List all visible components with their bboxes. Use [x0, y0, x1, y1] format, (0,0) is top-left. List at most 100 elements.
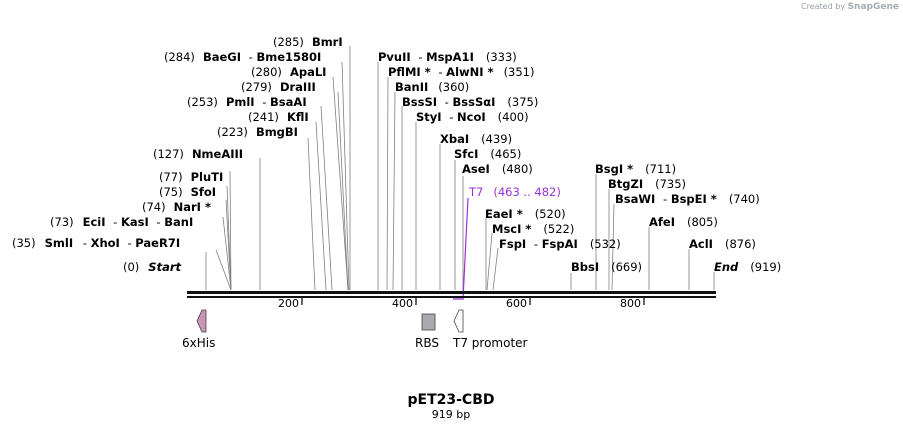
enzyme-label: SmlI: [45, 236, 74, 250]
enzyme-label: EciI: [83, 215, 106, 229]
enzyme-label: Bme1580I: [256, 50, 321, 64]
site-position: (351): [504, 65, 535, 79]
enzyme-label: NarI *: [174, 200, 211, 214]
enzyme-label: StyI: [416, 110, 442, 124]
svg-text:PflMI * - AlwNI *(351): PflMI * - AlwNI * (351): [388, 65, 535, 79]
enzyme-label: FspI: [499, 237, 526, 251]
site-position: (75): [159, 185, 183, 199]
primer-name: T7: [468, 185, 483, 199]
site-position: (77): [159, 170, 183, 184]
ruler-label: 200: [278, 297, 299, 310]
site-position: (280): [251, 65, 282, 79]
enzyme-label: KasI: [121, 215, 149, 229]
svg-text:(127)NmeAIII: (127) NmeAIII: [153, 147, 243, 161]
site-position: (400): [498, 110, 529, 124]
enzyme-label: DraIII: [280, 80, 316, 94]
enzyme-label: BspEI *: [671, 192, 717, 206]
enzyme-label: BtgZI: [608, 177, 643, 191]
site-position: (333): [486, 50, 517, 64]
svg-text:XbaI(439): XbaI (439): [440, 132, 512, 146]
site-position: (740): [729, 192, 760, 206]
site-position: (127): [153, 147, 184, 161]
site-position: (73): [50, 215, 74, 229]
enzyme-label: MscI *: [492, 222, 531, 236]
svg-text:AseI(480): AseI (480): [462, 162, 533, 176]
feature-label: 6xHis: [182, 336, 215, 350]
site-position: (439): [481, 132, 512, 146]
feature-rbs-box: [421, 313, 436, 331]
enzyme-label: AfeI: [649, 215, 675, 229]
start-label: Start: [148, 260, 181, 274]
svg-text:FspI - FspAI(532): FspI - FspAI (532): [499, 237, 621, 251]
enzyme-label: PflMI *: [388, 65, 431, 79]
ruler-label: 600: [506, 297, 527, 310]
site-position: (241): [248, 110, 279, 124]
site-connectors: [205, 46, 715, 291]
svg-text:(285)BmrI: (285) BmrI: [273, 35, 343, 49]
svg-text:StyI - NcoI(400): StyI - NcoI (400): [416, 110, 529, 124]
enzyme-label: BsgI *: [595, 162, 633, 176]
site-position: (532): [590, 237, 621, 251]
enzyme-label: PmlI: [226, 95, 255, 109]
primer-range: (463 .. 482): [493, 185, 561, 199]
site-position: (711): [645, 162, 676, 176]
enzyme-label: AlwNI *: [446, 65, 493, 79]
site-position: (669): [611, 260, 642, 274]
svg-text:(223)BmgBI: (223) BmgBI: [217, 125, 298, 139]
site-position: (876): [725, 237, 756, 251]
svg-text:MscI *(522): MscI * (522): [492, 222, 574, 236]
enzyme-label: BmrI: [312, 35, 343, 49]
svg-text:(253)PmlI - BsaAI: (253) PmlI - BsaAI: [187, 95, 307, 109]
primer-t7: T7 (463 .. 482): [453, 185, 561, 300]
svg-text:PvuII - MspA1I(333): PvuII - MspA1I (333): [378, 50, 517, 64]
site-position: (285): [273, 35, 304, 49]
enzyme-label: BanII: [395, 80, 428, 94]
plasmid-title: pET23-CBD: [408, 392, 495, 408]
end-label: End: [714, 260, 739, 274]
ruler-ticks: [301, 298, 645, 305]
restriction-sites: (0) Start (35) SmlI - XhoI - PaeR7I (73) Ec…: [12, 35, 781, 274]
svg-text:End(919): End (919): [714, 260, 781, 274]
enzyme-label: ApaLI: [290, 65, 327, 79]
svg-text:T7(463 .. 482): T7 (463 .. 482): [468, 185, 561, 199]
svg-text:(280)ApaLI: (280) ApaLI: [251, 65, 326, 79]
enzyme-label: MspA1I: [426, 50, 474, 64]
site-position: (360): [438, 80, 469, 94]
snapgene-logo: SnapGene: [847, 2, 899, 12]
plasmid-length: 919 bp: [432, 408, 470, 421]
enzyme-label: NcoI: [457, 110, 486, 124]
svg-text:(77)PluTI: (77) PluTI: [159, 170, 223, 184]
enzyme-label: BsaAI: [270, 95, 307, 109]
svg-text:(73)EciI - KasI - BanI: (73) EciI - KasI - BanI: [50, 215, 193, 229]
enzyme-label: SfcI: [454, 147, 478, 161]
svg-text:BssSI - BssSαI(375): BssSI - BssSαI (375): [402, 95, 538, 109]
enzyme-label: BmgBI: [256, 125, 298, 139]
enzyme-label: PaeR7I: [135, 236, 180, 250]
enzyme-label: BbsI: [571, 260, 599, 274]
site-position: (735): [655, 177, 686, 191]
site-position: (279): [241, 80, 272, 94]
enzyme-label: FspAI: [542, 237, 578, 251]
enzyme-label: BanI: [164, 215, 193, 229]
dna-backbone: 200 400 600 800: [187, 291, 716, 310]
svg-text:SfcI(465): SfcI (465): [454, 147, 521, 161]
enzyme-label: SfoI: [191, 185, 216, 199]
svg-text:(284)BaeGI - Bme1580I: (284) BaeGI - Bme1580I: [164, 50, 321, 64]
feature-6xhis-arrow: [196, 309, 207, 333]
svg-text:(75)SfoI: (75) SfoI: [159, 185, 216, 199]
site-position: (284): [164, 50, 195, 64]
enzyme-label: XhoI: [91, 236, 120, 250]
ruler-label: 400: [392, 297, 413, 310]
svg-text:(279)DraIII: (279) DraIII: [241, 80, 316, 94]
svg-text:BsaWI - BspEI *(740): BsaWI - BspEI * (740): [615, 192, 760, 206]
site-position: (465): [490, 147, 521, 161]
site-position: (375): [507, 95, 538, 109]
svg-text:EaeI *(520): EaeI * (520): [485, 207, 566, 221]
svg-text:(0)Start: (0) Start: [123, 260, 182, 274]
site-position: (520): [535, 207, 566, 221]
svg-text:AfeI(805): AfeI (805): [649, 215, 718, 229]
primer-arrow: [453, 197, 469, 300]
site-position: (805): [687, 215, 718, 229]
ruler-label: 800: [620, 297, 641, 310]
